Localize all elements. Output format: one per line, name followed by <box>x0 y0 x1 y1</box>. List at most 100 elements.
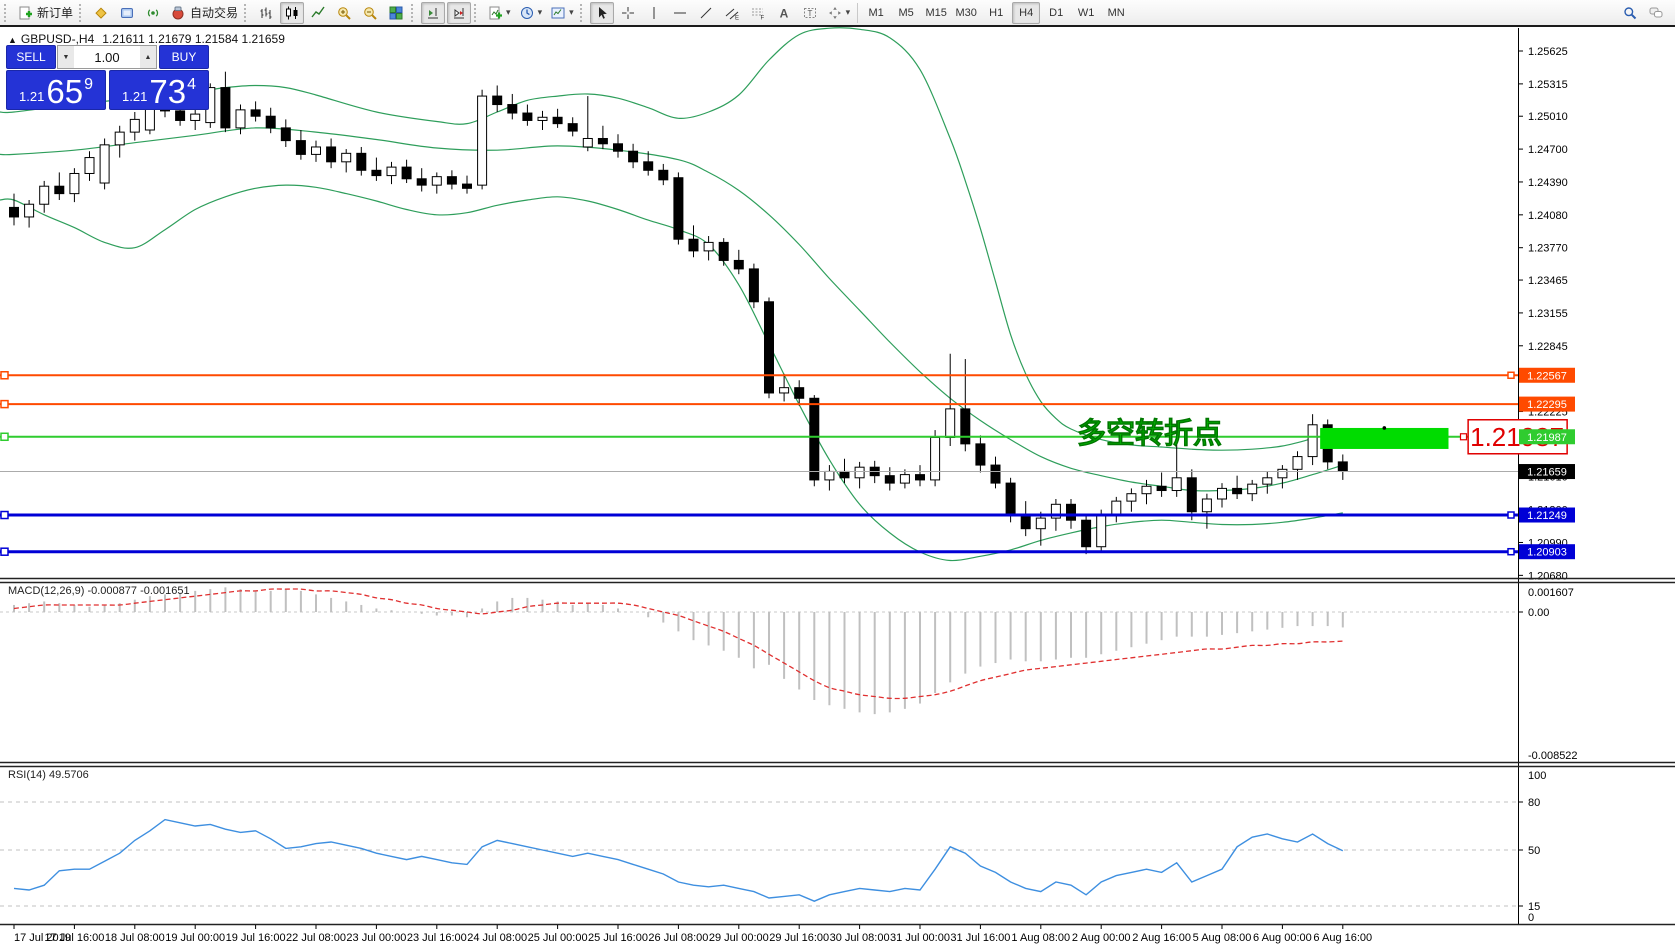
line-chart-button[interactable] <box>306 2 330 24</box>
fibonacci-button[interactable]: F <box>746 2 770 24</box>
chevron-down-icon: ▾ <box>569 7 574 17</box>
auto-trading-button[interactable]: 自动交易 <box>167 2 241 24</box>
equidistant-channel-icon: E <box>725 8 739 21</box>
svg-text:1.23770: 1.23770 <box>1528 243 1568 255</box>
new-order-label: 新订单 <box>37 6 74 20</box>
toolbar-grip[interactable] <box>411 3 418 22</box>
zoom-out-button[interactable] <box>358 2 382 24</box>
svg-text:1.25010: 1.25010 <box>1528 111 1568 123</box>
bollinger-upper-band <box>0 27 1343 451</box>
toolbar-grip[interactable] <box>4 3 11 22</box>
toolbar-grip[interactable] <box>79 3 86 22</box>
svg-text:0: 0 <box>1528 912 1534 924</box>
arrows-button[interactable]: ▾ <box>824 2 854 24</box>
svg-text:15: 15 <box>1528 901 1540 913</box>
auto-scroll-button[interactable] <box>447 1 472 24</box>
volume-increase-button[interactable]: ▲ <box>140 46 156 68</box>
timeframe-m15-button[interactable]: M15 <box>925 6 947 19</box>
indicators-button[interactable]: ▾ <box>484 2 514 24</box>
svg-text:E: E <box>735 15 739 21</box>
svg-text:1.22295: 1.22295 <box>1527 399 1567 411</box>
line-chart-icon <box>311 6 325 17</box>
line-handle[interactable] <box>0 371 9 380</box>
profiles-button[interactable] <box>89 2 113 24</box>
bollinger-middle-band <box>0 127 1343 492</box>
svg-text:1.20680: 1.20680 <box>1528 570 1568 582</box>
sell-button[interactable]: SELL <box>6 45 56 69</box>
toolbar-grip[interactable] <box>244 3 251 22</box>
data-window-button[interactable] <box>115 2 139 24</box>
toolbar-grip[interactable] <box>474 3 481 22</box>
timeframe-h4-button[interactable]: H4 <box>1012 1 1041 24</box>
panel-separators <box>0 577 1675 926</box>
bollinger-lower-band <box>0 184 1343 562</box>
cursor-icon <box>598 6 607 19</box>
timeframe-d1-button[interactable]: D1 <box>1049 6 1064 19</box>
svg-text:25 Jul 00:00: 25 Jul 00:00 <box>528 932 588 944</box>
text-label-button[interactable]: T <box>798 2 822 24</box>
svg-text:18 Jul 08:00: 18 Jul 08:00 <box>105 932 165 944</box>
chat-button[interactable] <box>1644 2 1668 24</box>
signals-button[interactable] <box>141 2 165 24</box>
search-icon <box>1624 6 1637 19</box>
tile-windows-button[interactable] <box>384 2 408 24</box>
timeframe-mn-button[interactable]: MN <box>1107 6 1125 19</box>
toolbar-grip[interactable] <box>579 3 587 22</box>
toolbar-separator <box>857 2 859 23</box>
text-button[interactable]: A <box>772 2 796 24</box>
crosshair-button[interactable] <box>616 2 640 24</box>
chart-ohlc-values: 1.21611 1.21679 1.21584 1.21659 <box>102 32 285 46</box>
volume-decrease-button[interactable]: ▼ <box>58 46 74 68</box>
line-handle[interactable] <box>0 547 9 556</box>
svg-text:1.23465: 1.23465 <box>1528 275 1568 287</box>
svg-text:1.21987: 1.21987 <box>1527 432 1567 444</box>
cursor-button[interactable] <box>589 1 614 24</box>
chart-shift-button[interactable] <box>421 1 446 24</box>
rsi-line <box>13 818 1344 902</box>
timeframe-w1-button[interactable]: W1 <box>1077 6 1095 19</box>
timeframe-m5-button[interactable]: M5 <box>898 6 914 19</box>
macd-panel: MACD(12,26,9) -0.000877 -0.001651 0.00160… <box>0 585 1578 762</box>
trendline-icon <box>700 7 711 18</box>
bar-chart-button[interactable] <box>254 2 278 24</box>
svg-text:25 Jul 16:00: 25 Jul 16:00 <box>588 932 648 944</box>
equidistant-channel-button[interactable]: E <box>720 2 744 24</box>
line-handle[interactable] <box>0 399 9 409</box>
search-button[interactable] <box>1618 2 1642 24</box>
text-icon: A <box>779 6 788 20</box>
templates-button[interactable]: ▾ <box>547 2 577 24</box>
highlight-rectangle[interactable] <box>1320 427 1449 449</box>
new-order-button[interactable]: 新订单 <box>14 2 76 24</box>
svg-text:1.21659: 1.21659 <box>1527 467 1567 479</box>
rsi-label: RSI(14) 49.5706 <box>8 769 89 781</box>
buy-price-button[interactable]: 1.21 73 4 <box>109 70 209 110</box>
zoom-out-icon <box>364 6 377 20</box>
zoom-in-button[interactable] <box>332 2 356 24</box>
text-label-icon: T <box>803 7 816 18</box>
templates-icon <box>551 7 565 18</box>
svg-text:1.24080: 1.24080 <box>1528 210 1568 222</box>
buy-button[interactable]: BUY <box>159 45 209 69</box>
timeframe-m1-button[interactable]: M1 <box>868 6 884 19</box>
chevron-down-icon: ▾ <box>537 7 543 17</box>
window-collapse-icon[interactable]: ▲ <box>8 35 17 45</box>
vertical-line-icon <box>653 6 655 19</box>
trendline-button[interactable] <box>694 2 718 24</box>
periods-button[interactable]: ▾ <box>516 2 546 24</box>
timeframe-h1-button[interactable]: H1 <box>989 6 1004 19</box>
trade-panel-prices: 1.21 65 9 1.21 73 4 <box>6 70 209 110</box>
sell-price-button[interactable]: 1.21 65 9 <box>6 70 106 110</box>
svg-text:0.001607: 0.001607 <box>1528 587 1574 599</box>
data-window-icon <box>121 7 134 18</box>
candlestick-chart-button[interactable] <box>280 1 305 24</box>
horizontal-line-button[interactable] <box>668 2 692 24</box>
line-handle[interactable] <box>0 432 9 442</box>
svg-text:1.22567: 1.22567 <box>1527 370 1567 382</box>
volume-input[interactable] <box>74 46 140 68</box>
vertical-line-button[interactable] <box>642 2 666 24</box>
line-handle[interactable] <box>0 510 9 520</box>
timeframe-m30-button[interactable]: M30 <box>955 6 977 19</box>
turning-point-annotation[interactable]: 多空转折点 <box>1077 416 1223 451</box>
arrows-icon <box>828 6 841 19</box>
